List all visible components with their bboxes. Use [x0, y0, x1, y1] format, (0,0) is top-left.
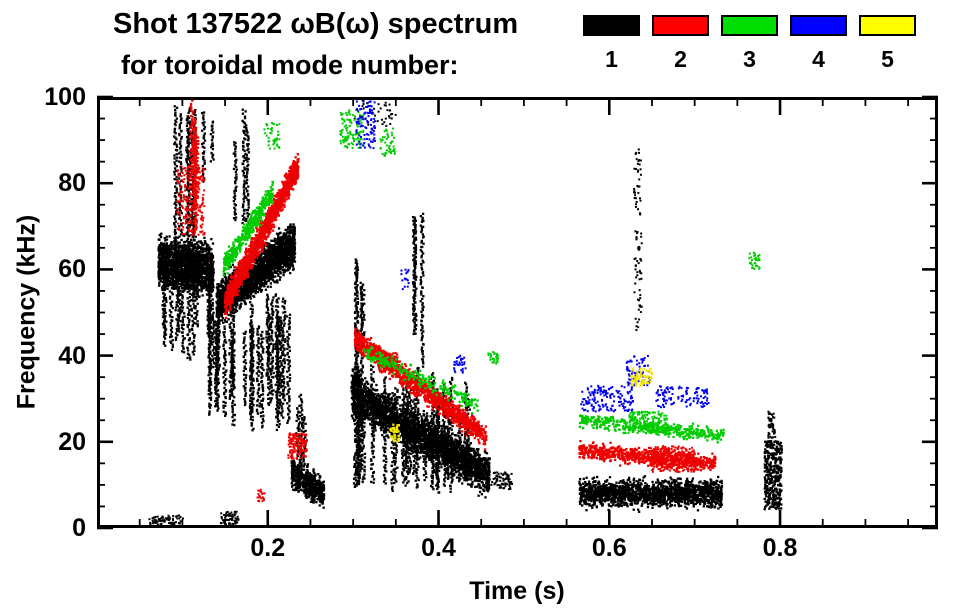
legend-label: 2: [674, 46, 687, 72]
legend-label: 4: [812, 46, 825, 72]
x-tick-label: 0.8: [762, 534, 798, 562]
legend-entry-3: 3: [721, 15, 778, 71]
legend-swatch: [859, 15, 916, 36]
legend: 1 2 3 4 5: [583, 15, 928, 71]
y-tick-label: 60: [58, 255, 86, 284]
y-tick-label: 40: [58, 341, 86, 370]
y-tick-label: 20: [58, 427, 86, 456]
x-tick-label: 0.4: [421, 534, 456, 562]
plot-canvas: [97, 97, 938, 528]
legend-entry-5: 5: [859, 15, 916, 71]
legend-label: 5: [881, 46, 894, 72]
legend-label: 3: [743, 46, 756, 72]
legend-swatch: [790, 15, 847, 36]
x-axis-label: Time (s): [469, 577, 565, 605]
legend-label: 1: [605, 46, 618, 72]
x-tick-label: 0.2: [250, 534, 286, 562]
legend-entry-4: 4: [790, 15, 847, 71]
legend-entry-2: 2: [652, 15, 709, 71]
y-tick-label: 80: [58, 169, 86, 198]
chart-title: Shot 137522 ωB(ω) spectrum: [113, 8, 519, 40]
y-tick-label: 100: [44, 83, 86, 111]
legend-swatch: [721, 15, 778, 36]
y-tick-label: 0: [72, 514, 86, 542]
legend-entry-1: 1: [583, 15, 640, 71]
legend-swatch: [652, 15, 709, 36]
y-axis-label: Frequency (kHz): [12, 214, 41, 410]
chart-subtitle: for toroidal mode number:: [121, 50, 459, 80]
legend-swatch: [583, 15, 640, 36]
x-tick-label: 0.6: [591, 534, 627, 562]
